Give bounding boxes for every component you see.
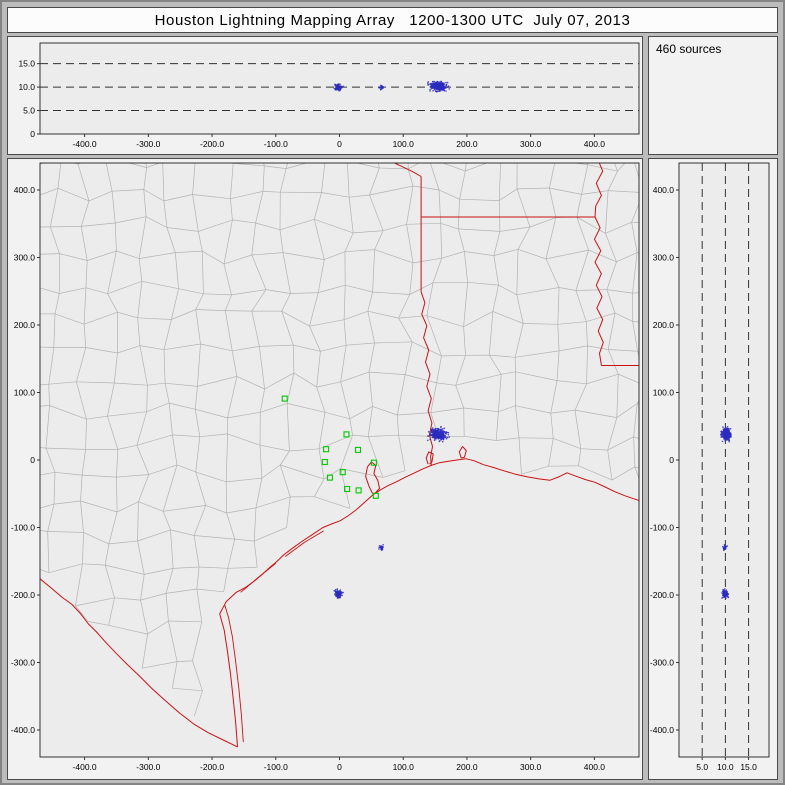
svg-text:0: 0	[669, 455, 674, 465]
svg-text:-400.0: -400.0	[73, 139, 97, 149]
svg-text:10.0: 10.0	[717, 762, 734, 772]
svg-text:300.0: 300.0	[520, 762, 542, 772]
svg-text:0: 0	[30, 129, 35, 139]
svg-text:300.0: 300.0	[520, 139, 542, 149]
svg-text:200.0: 200.0	[456, 139, 478, 149]
page-title: Houston Lightning Mapping Array 1200-130…	[155, 12, 631, 29]
svg-text:-300.0: -300.0	[136, 139, 160, 149]
svg-text:0: 0	[337, 762, 342, 772]
svg-text:400.0: 400.0	[14, 185, 36, 195]
svg-text:5.0: 5.0	[23, 106, 35, 116]
svg-text:-400.0: -400.0	[650, 725, 674, 735]
svg-text:100.0: 100.0	[393, 139, 415, 149]
svg-text:-300.0: -300.0	[136, 762, 160, 772]
svg-text:300.0: 300.0	[653, 253, 675, 263]
svg-text:-200.0: -200.0	[200, 762, 224, 772]
svg-text:400.0: 400.0	[653, 185, 675, 195]
svg-text:-100.0: -100.0	[11, 523, 35, 533]
svg-text:-200.0: -200.0	[200, 139, 224, 149]
altitude-north-south-plot: 5.0 10.0 15.0 400.0 300.0 200.0 100.0 0 -100.0 -2…	[649, 159, 779, 781]
svg-text:15.0: 15.0	[18, 59, 35, 69]
svg-text:-400.0: -400.0	[11, 725, 35, 735]
svg-text:-100.0: -100.0	[650, 523, 674, 533]
svg-text:100.0: 100.0	[14, 388, 36, 398]
svg-text:200.0: 200.0	[14, 320, 36, 330]
svg-text:300.0: 300.0	[14, 253, 36, 263]
svg-text:100.0: 100.0	[653, 388, 675, 398]
svg-text:400.0: 400.0	[584, 139, 606, 149]
svg-text:-300.0: -300.0	[650, 658, 674, 668]
plot-background	[40, 163, 639, 757]
svg-text:0: 0	[337, 139, 342, 149]
altitude-east-west-panel: -400.0 -300.0 -200.0 -100.0 0 100.0 200.0 300.0…	[7, 36, 643, 155]
svg-text:-200.0: -200.0	[650, 590, 674, 600]
svg-text:-400.0: -400.0	[73, 762, 97, 772]
svg-text:-200.0: -200.0	[11, 590, 35, 600]
plot-background	[679, 163, 769, 757]
svg-text:15.0: 15.0	[740, 762, 757, 772]
svg-text:10.0: 10.0	[18, 82, 35, 92]
svg-text:-100.0: -100.0	[264, 139, 288, 149]
plan-view-map-panel: -400.0 -300.0 -200.0 -100.0 0 100.0 200.0 300.0…	[7, 158, 643, 780]
source-count-panel: 460 sources	[648, 36, 778, 155]
svg-text:400.0: 400.0	[584, 762, 606, 772]
svg-text:100.0: 100.0	[393, 762, 415, 772]
svg-text:-300.0: -300.0	[11, 658, 35, 668]
svg-text:-100.0: -100.0	[264, 762, 288, 772]
title-bar: Houston Lightning Mapping Array 1200-130…	[7, 7, 778, 33]
svg-text:5.0: 5.0	[696, 762, 708, 772]
svg-text:200.0: 200.0	[653, 320, 675, 330]
plan-view-map-plot: -400.0 -300.0 -200.0 -100.0 0 100.0 200.0 300.0…	[8, 159, 644, 781]
svg-text:0: 0	[30, 455, 35, 465]
svg-text:200.0: 200.0	[456, 762, 478, 772]
altitude-east-west-plot: -400.0 -300.0 -200.0 -100.0 0 100.0 200.0 300.0…	[8, 37, 644, 156]
source-count-label: 460 sources	[656, 42, 721, 56]
altitude-north-south-panel: 5.0 10.0 15.0 400.0 300.0 200.0 100.0 0 -100.0 -2…	[648, 158, 778, 780]
lma-window: Houston Lightning Mapping Array 1200-130…	[0, 0, 785, 785]
